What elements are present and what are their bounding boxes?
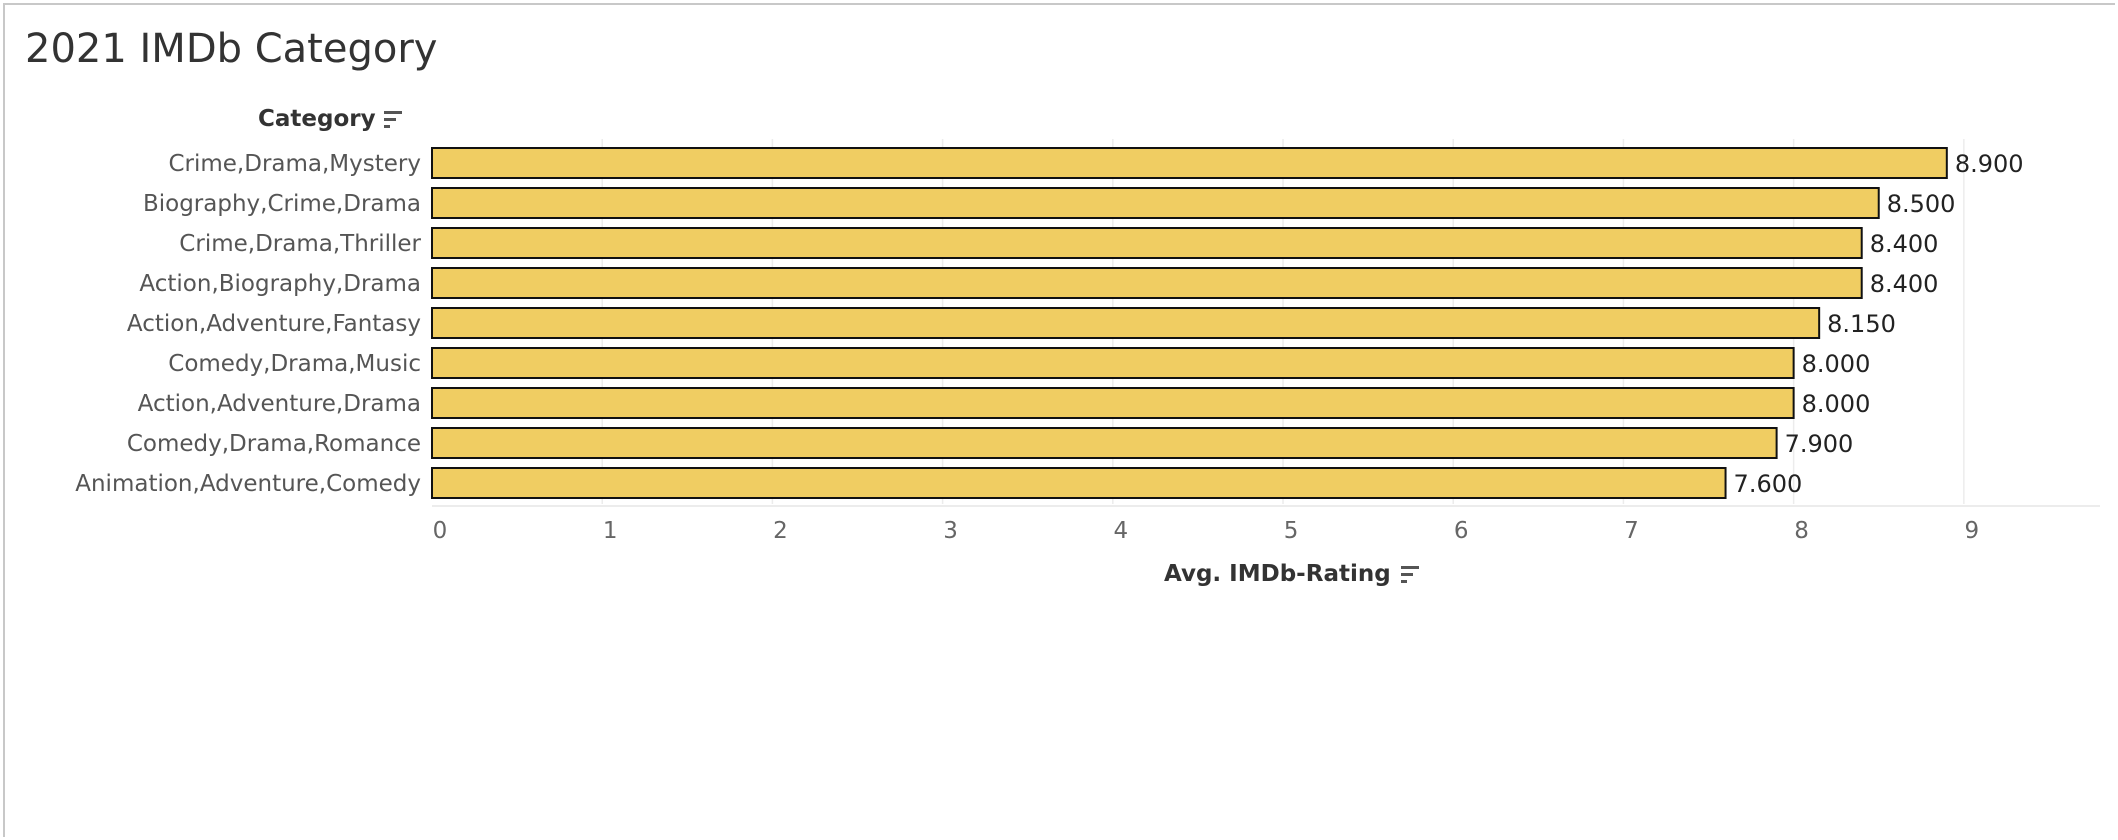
bar[interactable]: [431, 427, 1778, 459]
value-axis-label: Avg. IMDb-Rating: [1164, 561, 1391, 587]
tick-label: 5: [1284, 518, 1299, 544]
sort-descending-icon[interactable]: [383, 109, 404, 129]
bar[interactable]: [431, 187, 1880, 219]
category-label: Comedy,Drama,Romance: [127, 431, 421, 457]
tick-label: 0: [433, 518, 448, 544]
chart-title: 2021 IMDb Category: [25, 26, 438, 72]
bar[interactable]: [431, 227, 1863, 259]
category-label: Action,Adventure,Drama: [138, 391, 421, 417]
value-label: 7.900: [1785, 430, 1854, 458]
tick-label: 4: [1113, 518, 1128, 544]
value-label: 8.000: [1802, 390, 1871, 418]
value-label: 8.500: [1887, 190, 1956, 218]
value-label: 7.600: [1734, 470, 1803, 498]
category-axis-label: Category: [258, 106, 376, 132]
tick-label: 9: [1965, 518, 1980, 544]
tick-label: 1: [603, 518, 618, 544]
value-label: 8.400: [1870, 230, 1939, 258]
bar[interactable]: [431, 307, 1821, 339]
tick-label: 3: [943, 518, 958, 544]
category-label: Action,Adventure,Fantasy: [127, 311, 421, 337]
category-label: Crime,Drama,Thriller: [179, 231, 421, 257]
worksheet-frame: [3, 3, 2115, 837]
value-axis-header[interactable]: Avg. IMDb-Rating: [1164, 561, 1421, 587]
bar[interactable]: [431, 267, 1863, 299]
tick-label: 8: [1794, 518, 1809, 544]
value-label: 8.000: [1802, 350, 1871, 378]
bar[interactable]: [431, 347, 1795, 379]
category-label: Action,Biography,Drama: [139, 271, 421, 297]
category-axis-header[interactable]: Category: [258, 106, 404, 132]
value-label: 8.150: [1827, 310, 1896, 338]
category-label: Biography,Crime,Drama: [143, 191, 421, 217]
bar[interactable]: [431, 387, 1795, 419]
bar[interactable]: [431, 147, 1948, 179]
tick-label: 2: [773, 518, 788, 544]
category-label: Crime,Drama,Mystery: [168, 151, 421, 177]
tick-label: 6: [1454, 518, 1469, 544]
category-label: Animation,Adventure,Comedy: [75, 471, 421, 497]
sort-descending-icon[interactable]: [1400, 564, 1421, 584]
bar[interactable]: [431, 467, 1727, 499]
value-label: 8.900: [1955, 150, 2024, 178]
tick-label: 7: [1624, 518, 1639, 544]
category-label: Comedy,Drama,Music: [168, 351, 421, 377]
value-label: 8.400: [1870, 270, 1939, 298]
